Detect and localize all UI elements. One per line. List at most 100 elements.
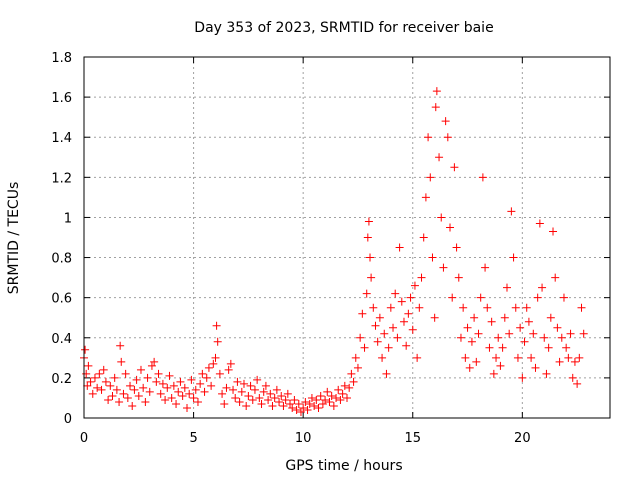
data-point [261,381,270,390]
data-point [496,361,505,370]
plot-frame [83,56,611,419]
data-point [441,117,450,126]
data-point [104,395,113,404]
data-point [570,357,579,366]
data-point [502,283,511,292]
data-point [470,313,479,322]
data-point [207,381,216,390]
data-point [220,399,229,408]
data-point [81,345,90,354]
data-point [478,173,487,182]
data-point [279,401,288,410]
data-point [408,325,417,334]
data-point [575,353,584,362]
data-point [301,397,310,406]
data-point [82,369,91,378]
data-point [83,381,92,390]
data-point [305,399,314,408]
data-point [101,377,110,386]
data-point [108,391,117,400]
data-point [516,323,525,332]
data-point [485,343,494,352]
data-point [426,173,435,182]
data-point [134,391,143,400]
data-point [198,369,207,378]
data-point [270,393,279,402]
data-point [435,153,444,162]
data-point [248,395,257,404]
data-point [566,329,575,338]
data-point [93,383,102,392]
data-point [564,353,573,362]
data-point [277,391,286,400]
data-point [366,253,375,262]
data-point [428,253,437,262]
data-point [533,293,542,302]
data-point [139,383,148,392]
data-point [329,401,338,410]
data-point [551,273,560,282]
data-point [549,227,558,236]
data-point [172,399,181,408]
data-point [524,317,533,326]
data-point [450,163,459,172]
data-point [562,343,571,352]
data-point [233,377,242,386]
y-tick-label: 0 [64,412,72,427]
data-point [106,381,115,390]
data-point [128,401,137,410]
data-point [540,333,549,342]
data-point [489,369,498,378]
data-point [417,273,426,282]
data-point [500,313,509,322]
data-point [212,321,221,330]
data-point [378,353,387,362]
data-point [259,387,268,396]
y-tick-label: 0.8 [51,252,72,267]
data-point [136,365,145,374]
data-point [235,397,244,406]
data-point [90,373,99,382]
data-point [110,373,119,382]
data-point [286,399,295,408]
data-point [406,293,415,302]
data-point [345,383,354,392]
x-tick-label: 10 [295,431,312,446]
data-point [156,389,165,398]
data-point [459,303,468,312]
data-point [119,389,128,398]
data-point [95,369,104,378]
data-point [452,243,461,252]
data-point [535,219,544,228]
y-tick-label: 1.6 [51,91,72,106]
data-point [310,401,319,410]
data-point [281,395,290,404]
data-point [183,403,192,412]
x-tick-label: 5 [189,431,197,446]
data-point [266,389,275,398]
data-point [487,317,496,326]
data-point [367,273,376,282]
y-tick-label: 0.4 [51,332,72,347]
data-point [126,381,135,390]
data-point [141,397,150,406]
data-point [143,373,152,382]
data-point [174,387,183,396]
data-point [395,243,404,252]
data-point [494,333,503,342]
data-point [410,281,419,290]
data-point [573,379,582,388]
data-point [327,391,336,400]
data-point [404,309,413,318]
data-point [340,381,349,390]
data-point [226,359,235,368]
data-point [196,379,205,388]
data-point [231,393,240,402]
data-point [568,373,577,382]
data-point [430,313,439,322]
data-point [211,353,220,362]
data-point [303,405,312,414]
data-point [384,343,393,352]
data-point [439,263,448,272]
data-point [163,383,172,392]
